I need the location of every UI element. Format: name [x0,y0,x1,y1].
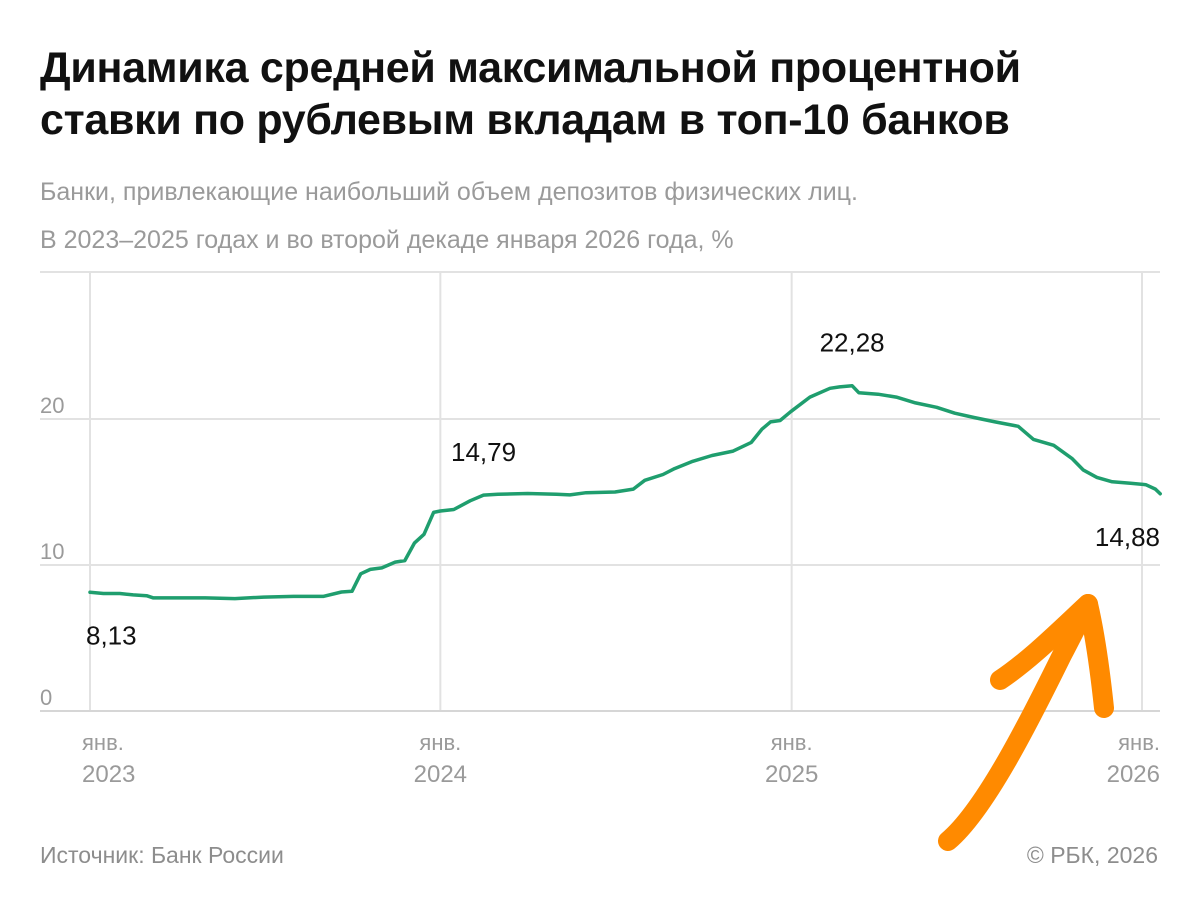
x-tick-year-2026: 2026 [1107,761,1160,788]
x-tick-year-2025: 2025 [765,761,818,788]
subtitle-line-1: Банки, привлекающие наибольший объем деп… [40,178,858,206]
chart-title: Динамика средней максимальной процентной… [40,44,1021,144]
data-label-4: 14,88 [1095,522,1160,552]
arrow-annotation-head [990,594,1114,718]
subtitle-line-2: В 2023–2025 годах и во второй декаде янв… [40,226,734,254]
x-tick-year-2024: 2024 [414,761,467,788]
y-tick-label-10: 10 [40,539,64,564]
y-tick-label-20: 20 [40,393,64,418]
x-tick-month-2024: янв. [419,730,461,755]
x-tick-month-2023: янв. [82,730,124,755]
rate-series-line [88,383,1162,601]
x-tick-year-2023: 2023 [82,761,135,788]
y-tick-label-0: 0 [40,685,52,710]
data-label-3: 22,28 [820,328,885,358]
arrow-annotation-shaft [938,594,1098,851]
data-label-2: 14,79 [451,437,516,467]
x-tick-month-2025: янв. [771,730,813,755]
x-tick-month-2026: янв. [1118,730,1160,755]
chart-subtitle: Банки, привлекающие наибольший объем деп… [40,168,1160,264]
data-label-1: 8,13 [86,620,137,650]
source-note: Источник: Банк России [40,842,284,868]
copyright-note: © РБК, 2026 [1026,842,1158,868]
